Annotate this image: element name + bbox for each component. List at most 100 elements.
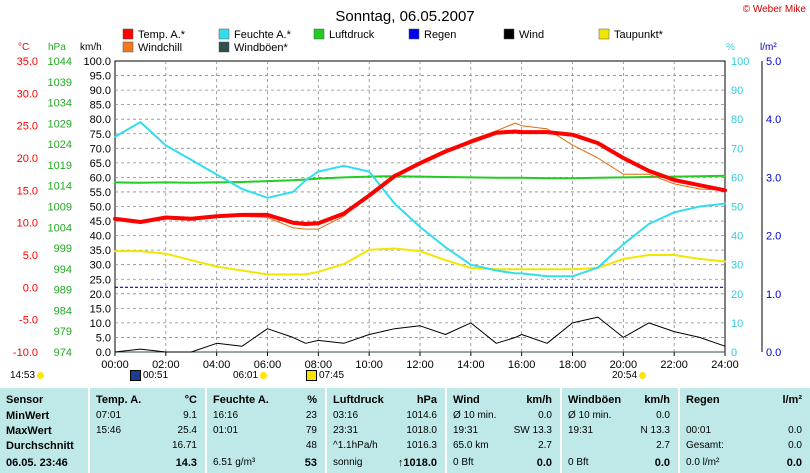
weather-chart: Sonntag, 06.05.2007 Temp. A.*Windchill Fe…: [12, 8, 782, 371]
legend-swatch: [122, 28, 134, 40]
series-line-luftdruck: [114, 174, 726, 184]
cell-value: N 13.3: [640, 425, 670, 436]
copyright-text: © Weber Mike: [742, 4, 806, 15]
hpa-tick-label: 1009: [48, 202, 72, 214]
stat-column: Luftdruck hPa 03:16 1014.6 23:31 1018.0 ^1.1hP…: [325, 388, 445, 473]
x-tick-label: 06:00: [254, 359, 282, 371]
legend-swatch: [503, 28, 515, 40]
legend-label: Taupunkt*: [614, 29, 664, 41]
kmh-tick-label: 35.0: [90, 245, 111, 257]
cell-value: 0.0: [538, 410, 552, 421]
sun-icon: [37, 372, 45, 379]
rain-tick-label: 4.0: [766, 114, 781, 126]
cell-value: 14.3: [175, 457, 197, 469]
x-tick-label: 18:00: [559, 359, 587, 371]
legend-swatch: [218, 41, 230, 53]
legend-label: Feuchte A.*: [234, 29, 292, 41]
hpa-axis-unit: hPa: [48, 42, 66, 53]
cell-label: 0.0 l/m²: [686, 457, 720, 468]
pct-tick-label: 20: [731, 289, 743, 301]
rain-axis-unit: l/m²: [760, 42, 777, 53]
pct-tick-label: 70: [731, 143, 743, 155]
temp-axis-unit: °C: [18, 42, 29, 53]
row-label-min: MinWert: [6, 410, 50, 422]
legend-label: Wind: [519, 29, 544, 41]
rain-tick-label: 3.0: [766, 172, 781, 184]
cell-value: 16.71: [171, 440, 197, 451]
cell-value: 0.0: [788, 440, 802, 451]
kmh-tick-label: 90.0: [90, 85, 111, 97]
stat-column: Wind km/h Ø 10 min. 0.0 19:31 SW 13.3 65.0 km 2…: [445, 388, 560, 473]
pct-tick-label: 50: [731, 202, 743, 214]
cell-label: 19:31: [568, 425, 594, 436]
rain-tick-label: 1.0: [766, 289, 781, 301]
x-tick-label: 04:00: [203, 359, 231, 371]
x-tick-label: 14:00: [457, 359, 485, 371]
temp-tick-label: 15.0: [17, 185, 38, 197]
hpa-tick-label: 1044: [48, 56, 72, 68]
temp-tick-label: 5.0: [23, 250, 38, 262]
x-tick-label: 22:00: [660, 359, 688, 371]
cell-value: 0.0: [786, 457, 802, 469]
left-time: 14:53: [10, 370, 36, 381]
legend-swatch: [408, 28, 420, 40]
kmh-tick-label: 65.0: [90, 158, 111, 170]
cell-value: 79: [305, 425, 317, 436]
x-tick-label: 24:00: [711, 359, 739, 371]
temp-tick-label: -10.0: [13, 347, 38, 359]
kmh-tick-label: 15.0: [90, 303, 111, 315]
cell-value: 23: [305, 410, 317, 421]
legend-label: Windchill: [138, 42, 182, 54]
kmh-tick-label: 30.0: [90, 260, 111, 272]
hpa-tick-label: 1039: [48, 77, 72, 89]
kmh-tick-label: 55.0: [90, 187, 111, 199]
stat-column: Feuchte A.% 16:16 23 01:01 79 48 6.51 g/m³ 53: [205, 388, 325, 473]
hpa-tick-label: 1014: [48, 181, 72, 193]
column-unit: l/m²: [782, 394, 802, 406]
cell-label: 01:01: [213, 425, 239, 436]
cell-value: 0.0: [656, 410, 670, 421]
column-header: Temp. A.: [96, 394, 142, 406]
legend-swatch: [122, 41, 134, 53]
hpa-tick-label: 1024: [48, 139, 72, 151]
legend: Temp. A.*Windchill Feuchte A.*Windböen* Lu…: [122, 28, 664, 54]
cell-label: ^1.1hPa/h: [333, 440, 378, 451]
temp-tick-label: 10.0: [17, 218, 38, 230]
stats-table: Sensor MinWert MaxWert Durchschnitt 06.0…: [0, 386, 810, 473]
left-time-marker: 14:53: [10, 370, 45, 381]
chart-title: Sonntag, 06.05.2007: [335, 8, 474, 25]
kmh-tick-label: 5.0: [96, 332, 111, 344]
cell-value: 2.7: [656, 440, 670, 451]
hpa-tick-label: 974: [54, 347, 72, 359]
cell-label: 0 Bft: [453, 457, 474, 468]
hpa-tick-label: 1004: [48, 222, 72, 234]
kmh-tick-label: 85.0: [90, 100, 111, 112]
x-tick-label: 12:00: [406, 359, 434, 371]
cell-label: 6.51 g/m³: [213, 457, 256, 468]
cell-value: 53: [304, 457, 317, 469]
sunset-marker: 20:54: [612, 370, 647, 381]
column-unit: km/h: [526, 394, 552, 406]
temp-tick-label: 35.0: [17, 56, 38, 68]
axes: 35.0 30.0 25.0 20.0 15.0 10.0 5.0 0.0 -5.0 -10.0 1…: [13, 56, 781, 371]
cell-value: 9.1: [183, 410, 197, 421]
cell-value: SW 13.3: [513, 425, 552, 436]
temp-tick-label: 0.0: [23, 282, 38, 294]
cell-value: ↑1018.0: [397, 457, 437, 469]
kmh-tick-label: 0.0: [96, 347, 111, 359]
grid: [115, 61, 725, 352]
cell-value: 1018.0: [406, 425, 437, 436]
column-unit: °C: [184, 394, 197, 406]
pct-tick-label: 60: [731, 172, 743, 184]
temp-tick-label: -5.0: [19, 315, 38, 327]
cell-label: 00:01: [686, 425, 712, 436]
legend-swatch: [598, 28, 610, 40]
hpa-tick-label: 1034: [48, 98, 72, 110]
x-tick-label: 10:00: [355, 359, 383, 371]
pct-tick-label: 0: [731, 347, 737, 359]
pct-tick-label: 100: [731, 56, 749, 68]
series-line-wind: [114, 316, 726, 353]
x-tick-label: 20:00: [610, 359, 638, 371]
column-header: Feuchte A.: [213, 394, 269, 406]
kmh-tick-label: 45.0: [90, 216, 111, 228]
